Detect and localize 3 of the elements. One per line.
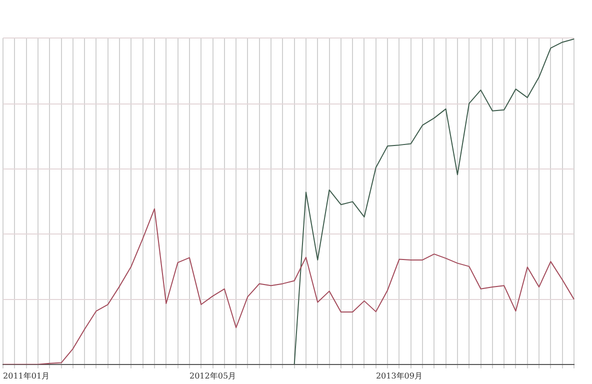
x-tick-label: 2013年09月 — [376, 371, 422, 380]
x-tick-label: 2011年01月 — [3, 371, 50, 380]
x-tick-label: 2012年05月 — [189, 371, 236, 380]
